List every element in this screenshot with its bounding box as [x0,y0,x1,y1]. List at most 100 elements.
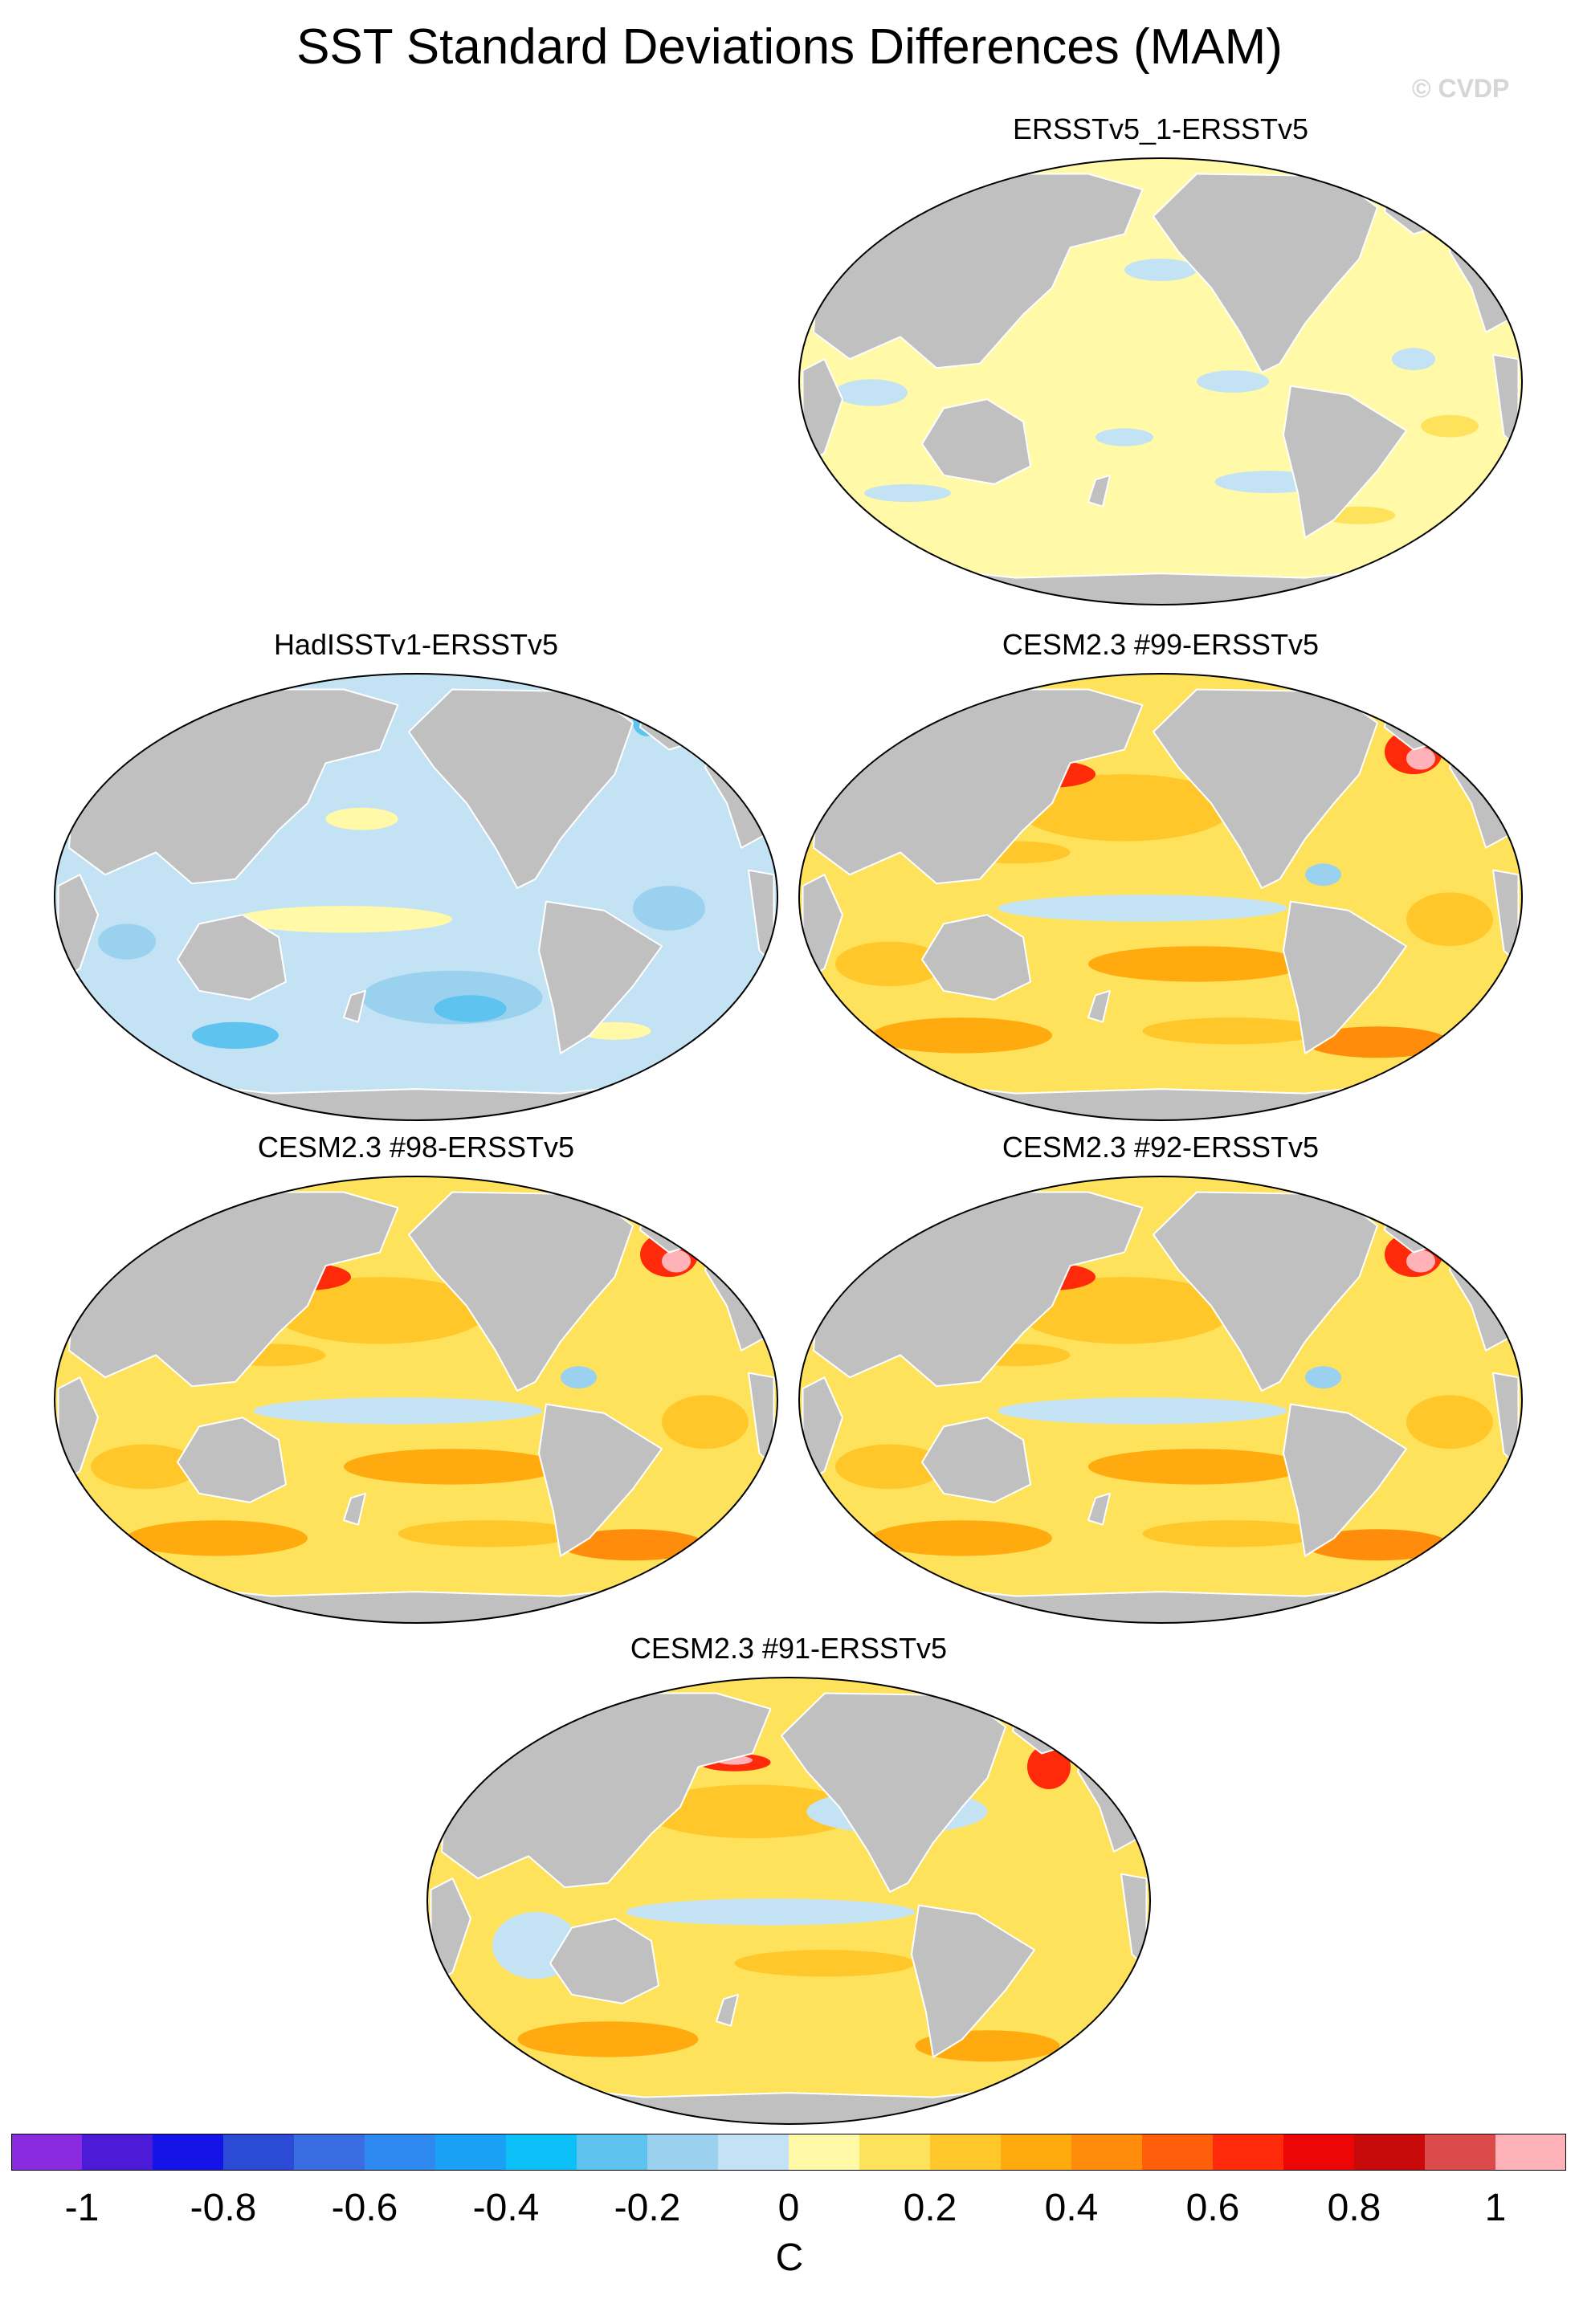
colorbar-box [577,2134,648,2171]
map-outline [798,673,1523,1121]
anomaly-region [662,1395,749,1449]
anomaly-region [644,1784,861,1839]
anomaly-region [1305,1026,1450,1058]
anomaly-region [91,1444,199,1490]
colorbar-box [506,2134,577,2171]
land-samerica [1283,900,1407,1054]
colorbar-tick-label: 0 [777,2187,800,2229]
colorbar-tick-label: 0.8 [1327,2187,1381,2229]
map-panel: ERSSTv5_1-ERSSTv5 [791,112,1530,610]
world-map [54,673,778,1121]
land-australia [921,914,1031,1001]
land-samerica [911,1904,1035,2058]
colorbar-box [1283,2134,1355,2171]
anomaly-region [398,1520,579,1547]
anomaly-region [1027,1744,1071,1789]
land-namerica [408,1191,634,1392]
land-australia [921,1417,1031,1503]
anomaly-region [98,923,156,960]
map-outline [54,673,778,1121]
anomaly-region [1088,946,1305,982]
map-panel: CESM2.3 #99-ERSSTv5 [791,628,1530,1126]
anomaly-region [835,1444,944,1490]
map-panel: CESM2.3 #91-ERSSTv5 [419,1632,1158,2130]
figure-title: SST Standard Deviations Differences (MAM… [296,19,1283,75]
colorbar-box [1142,2134,1214,2171]
anomaly-region [344,1449,561,1485]
anomaly-region [1406,747,1435,770]
anomaly-region [1016,1277,1233,1344]
panel-label: CESM2.3 #98-ERSSTv5 [257,1131,575,1164]
colorbar-box [153,2134,224,2171]
colorbar-tick-label: 0.6 [1185,2187,1240,2229]
colorbar-box [1001,2134,1072,2171]
anomaly-region [835,941,944,987]
colorbar-box [647,2134,719,2171]
anomaly-region [1392,348,1435,371]
panel-label: HadISSTv1-ERSSTv5 [273,628,559,661]
colorbar-box [718,2134,790,2171]
land-australia [549,1918,659,2004]
land-samerica [538,900,663,1054]
colorbar-tick-label: -0.4 [472,2187,540,2229]
colorbar-box [11,2134,83,2171]
colorbar-boxes [11,2134,1566,2171]
land-australia [921,398,1031,485]
world-map [54,1176,778,1624]
world-map [426,1677,1151,2125]
map-panel: HadISSTv1-ERSSTv5 [47,628,785,1126]
land-nz [1087,474,1111,508]
colorbar-box [1354,2134,1426,2171]
colorbar-box [859,2134,931,2171]
land-samerica [1283,385,1407,539]
anomaly-region [871,1520,1052,1556]
colorbar-box [223,2134,295,2171]
colorbar-tick-label: -0.2 [614,2187,681,2229]
anomaly-region [517,2021,699,2057]
land-nz [1087,989,1111,1023]
land-namerica [1153,688,1378,889]
land-nz [1087,1492,1111,1526]
anomaly-region [1305,1366,1341,1389]
anomaly-region [271,1277,488,1344]
anomaly-region [1305,1529,1450,1561]
anomaly-region [434,995,507,1022]
anomaly-region [561,1529,705,1561]
anomaly-region [553,1698,590,1711]
anomaly-region [127,1520,308,1556]
map-panel: CESM2.3 #98-ERSSTv5 [47,1131,785,1629]
panel-label: ERSSTv5_1-ERSSTv5 [1012,112,1309,145]
colorbar-box [365,2134,436,2171]
colorbar-tick-label: 1 [1484,2187,1507,2229]
panel-label: CESM2.3 #92-ERSSTv5 [1002,1131,1320,1164]
anomaly-region [1096,428,1153,446]
anomaly-region [1016,774,1233,842]
anomaly-region [1421,414,1479,438]
colorbar-tick-label: -0.6 [331,2187,398,2229]
land-australia [177,1417,287,1503]
colorbar-box [82,2134,153,2171]
anomaly-region [626,1898,916,1926]
colorbar-tick-label: 0.2 [903,2187,957,2229]
anomaly-region [325,807,398,830]
colorbar-frame [11,2134,1566,2171]
colorbar-box [1071,2134,1143,2171]
colorbar-tick-label: -1 [64,2187,100,2229]
land-nz [343,1492,366,1526]
anomaly-region [1197,370,1269,393]
anomaly-region [998,1397,1287,1425]
anomaly-region [871,1017,1052,1054]
anomaly-region [734,1950,916,1977]
land-samerica [1283,1403,1407,1557]
map-outline [54,1176,778,1624]
land-australia [177,914,287,1001]
world-map [798,673,1523,1121]
map-outline [798,157,1523,605]
anomaly-region [1124,259,1197,281]
anomaly-region [192,1021,279,1050]
colorbar-box [294,2134,365,2171]
colorbar-box [1213,2134,1284,2171]
land-namerica [781,1692,1006,1893]
colorbar-box [435,2134,507,2171]
colorbar [11,2134,1566,2171]
